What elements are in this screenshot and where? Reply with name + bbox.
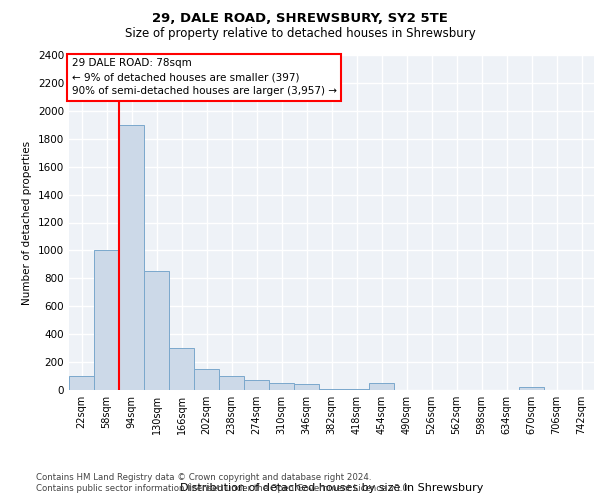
Bar (269, 383, 294, 390)
Bar (294, 384, 319, 390)
Bar (69, 376, 94, 390)
Y-axis label: Number of detached properties: Number of detached properties (22, 140, 32, 304)
Text: Contains public sector information licensed under the Open Government Licence v3: Contains public sector information licen… (36, 484, 410, 493)
Bar (519, 387, 544, 390)
Bar (169, 348, 194, 390)
Text: Size of property relative to detached houses in Shrewsbury: Size of property relative to detached ho… (125, 28, 475, 40)
Bar (219, 376, 244, 390)
Bar (119, 125, 144, 390)
Text: 29 DALE ROAD: 78sqm
← 9% of detached houses are smaller (397)
90% of semi-detach: 29 DALE ROAD: 78sqm ← 9% of detached hou… (71, 58, 337, 96)
Bar (194, 369, 219, 390)
X-axis label: Distribution of detached houses by size in Shrewsbury: Distribution of detached houses by size … (180, 483, 483, 493)
Bar (94, 250, 119, 390)
Bar (369, 383, 394, 390)
Text: Contains HM Land Registry data © Crown copyright and database right 2024.: Contains HM Land Registry data © Crown c… (36, 473, 371, 482)
Bar (144, 272, 169, 390)
Text: 29, DALE ROAD, SHREWSBURY, SY2 5TE: 29, DALE ROAD, SHREWSBURY, SY2 5TE (152, 12, 448, 26)
Bar (319, 388, 344, 390)
Bar (244, 380, 269, 390)
